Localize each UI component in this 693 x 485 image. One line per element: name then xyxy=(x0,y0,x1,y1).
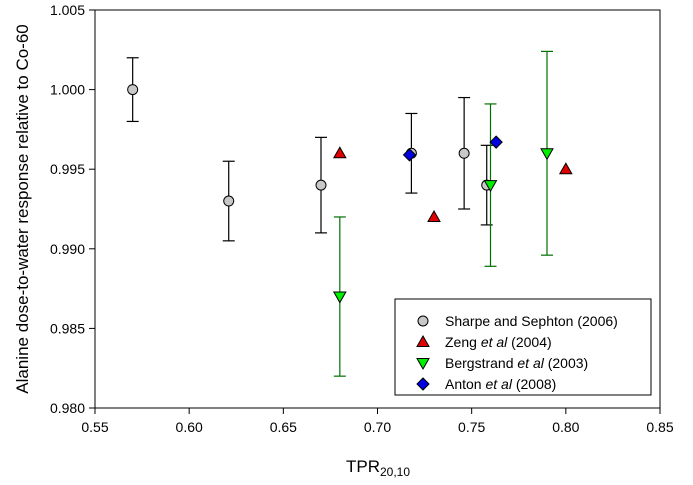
x-tick-label: 0.75 xyxy=(458,419,485,435)
y-tick-label: 1.000 xyxy=(50,82,85,98)
legend-label-part: (2008) xyxy=(512,376,556,392)
x-axis-label: TPR20,10 xyxy=(346,457,410,479)
legend-label-part: et al xyxy=(485,376,512,392)
y-axis-label: Alanine dose-to-water response relative … xyxy=(13,24,32,393)
legend-label-part: Bergstrand xyxy=(445,355,517,371)
legend-label-part: et al xyxy=(517,355,544,371)
x-axis-label-main: TPR xyxy=(346,457,380,476)
legend-marker-zeng xyxy=(416,334,430,347)
legend-label-part: et al xyxy=(481,334,508,350)
x-tick-label: 0.85 xyxy=(646,419,673,435)
anton-point xyxy=(489,135,503,149)
x-tick-label: 0.55 xyxy=(81,419,108,435)
legend-label-part: (2003) xyxy=(544,355,588,371)
legend-label-part: Zeng xyxy=(445,334,481,350)
legend: Sharpe and Sephton (2006) Zeng et al (200… xyxy=(394,298,652,396)
x-tick-label: 0.65 xyxy=(270,419,297,435)
legend-box xyxy=(394,298,652,396)
y-tick-label: 0.985 xyxy=(50,320,85,336)
y-tick-label: 1.005 xyxy=(50,2,85,18)
legend-marker-anton xyxy=(416,377,430,391)
sharpe-point xyxy=(458,147,470,159)
bergstrand-point xyxy=(483,180,498,193)
x-tick-label: 0.80 xyxy=(552,419,579,435)
legend-label-anton: Anton et al (2008) xyxy=(445,376,556,392)
legend-label-bergstrand: Bergstrand et al (2003) xyxy=(445,355,588,371)
x-tick-label: 0.60 xyxy=(176,419,203,435)
y-tick-label: 0.980 xyxy=(50,400,85,416)
legend-label-part: Anton xyxy=(445,376,485,392)
plot-area-frame xyxy=(94,9,661,409)
sharpe-point xyxy=(315,179,327,191)
sharpe-point xyxy=(127,84,139,96)
sharpe-point xyxy=(223,195,235,207)
legend-label-sharpe: Sharpe and Sephton (2006) xyxy=(445,313,618,329)
x-tick-label: 0.70 xyxy=(364,419,391,435)
bergstrand-point xyxy=(332,291,347,304)
data-markers xyxy=(127,84,573,304)
zeng-point xyxy=(332,146,347,159)
y-tick-label: 0.995 xyxy=(50,161,85,177)
legend-marker-bergstrand xyxy=(416,358,430,371)
legend-label-zeng: Zeng et al (2004) xyxy=(445,334,552,350)
axis-ticks: 0.55 0.60 0.65 0.70 0.75 0.80 0.85 0.980 0.985 0.… xyxy=(50,2,674,435)
x-axis-label-subscript: 20,10 xyxy=(380,465,410,479)
zeng-point xyxy=(427,209,441,222)
zeng-point xyxy=(558,162,573,175)
anton-point xyxy=(402,148,417,162)
legend-label-part: (2004) xyxy=(507,334,551,350)
bergstrand-point xyxy=(540,148,554,161)
legend-label-part: Sharpe and Sephton (2006) xyxy=(445,313,618,329)
legend-marker-sharpe xyxy=(417,315,429,327)
y-tick-label: 0.990 xyxy=(50,241,85,257)
